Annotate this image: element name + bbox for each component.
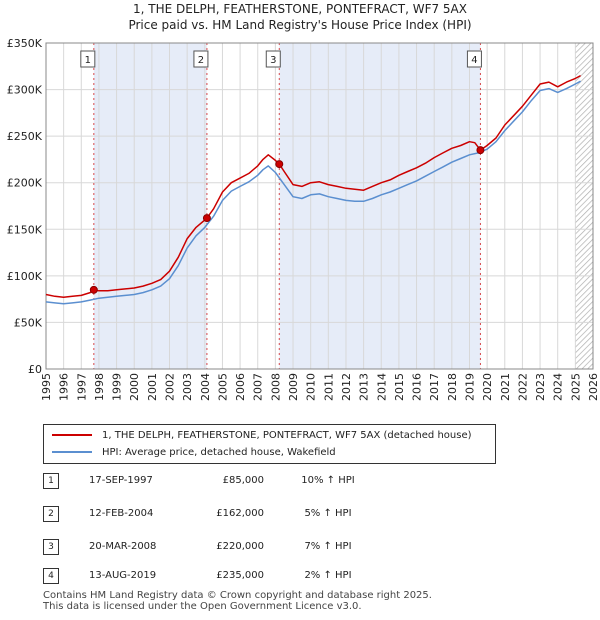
legend-item-hpi: HPI: Average price, detached house, Wake… <box>52 444 336 460</box>
transaction-date: 20-MAR-2008 <box>89 541 157 552</box>
sale-marker-box <box>193 50 209 68</box>
y-tick-label: £100K <box>7 270 43 283</box>
sale-marker-box <box>466 50 482 68</box>
legend-item-property: 1, THE DELPH, FEATHERSTONE, PONTEFRACT, … <box>52 427 472 443</box>
transaction-number: 4 <box>43 568 59 584</box>
x-tick-label: 1995 <box>40 373 53 401</box>
x-tick-label: 2003 <box>181 373 194 401</box>
table-row: 4 13-AUG-2019 £235,000 2% ↑ HPI <box>43 567 463 587</box>
y-tick-label: £200K <box>7 177 43 190</box>
transaction-number: 3 <box>43 539 59 555</box>
x-tick-label: 2010 <box>305 373 318 401</box>
shaded-period <box>279 43 481 369</box>
footer-copyright: Contains HM Land Registry data © Crown c… <box>43 590 432 601</box>
x-tick-label: 2009 <box>287 373 300 401</box>
x-tick-label: 2006 <box>234 373 247 401</box>
x-tick-label: 2018 <box>446 373 459 401</box>
table-row: 2 12-FEB-2004 £162,000 5% ↑ HPI <box>43 505 463 525</box>
x-tick-label: 1999 <box>111 373 124 401</box>
transaction-hpi-change: 10% ↑ HPI <box>301 475 355 486</box>
sale-point <box>89 285 98 294</box>
sale-marker-box <box>265 50 281 68</box>
x-tick-label: 2000 <box>128 373 141 401</box>
transaction-price: £162,000 <box>216 508 264 519</box>
x-tick-label: 2005 <box>216 373 229 401</box>
sale-marker-box <box>80 50 96 68</box>
legend-label-hpi: HPI: Average price, detached house, Wake… <box>102 446 336 458</box>
x-tick-label: 2019 <box>463 373 476 401</box>
x-tick-label: 2023 <box>534 373 547 401</box>
price-chart: 1, THE DELPH, FEATHERSTONE, PONTEFRACT, … <box>7 2 600 401</box>
legend-swatch-property <box>52 434 92 436</box>
sale-marker-label: 1 <box>85 55 91 66</box>
transaction-price: £220,000 <box>216 541 264 552</box>
hpi-line <box>45 80 581 305</box>
x-tick-label: 2012 <box>340 373 353 401</box>
x-tick-label: 2021 <box>499 373 512 401</box>
sale-point <box>275 160 284 169</box>
x-tick-label: 1998 <box>93 373 106 401</box>
chart-subtitle: Price paid vs. HM Land Registry's House … <box>128 18 471 32</box>
x-tick-label: 1996 <box>58 373 71 401</box>
transaction-number: 1 <box>43 473 59 489</box>
forecast-region <box>575 43 593 369</box>
y-tick-label: £0 <box>28 363 42 376</box>
x-tick-label: 2001 <box>146 373 159 401</box>
transaction-date: 13-AUG-2019 <box>89 570 157 581</box>
x-tick-label: 2002 <box>164 373 177 401</box>
table-row: 1 17-SEP-1997 £85,000 10% ↑ HPI <box>43 472 463 492</box>
transaction-hpi-change: 2% ↑ HPI <box>304 570 352 581</box>
footer-licence: This data is licensed under the Open Gov… <box>43 601 362 612</box>
x-tick-label: 2015 <box>393 373 406 401</box>
x-tick-label: 1997 <box>75 373 88 401</box>
y-tick-label: £250K <box>7 130 43 143</box>
footer: Contains HM Land Registry data © Crown c… <box>43 590 432 612</box>
y-tick-label: £150K <box>7 223 43 236</box>
sale-point <box>476 146 485 155</box>
x-tick-label: 2007 <box>252 373 265 401</box>
y-tick-label: £300K <box>7 84 43 97</box>
chart-legend: 1, THE DELPH, FEATHERSTONE, PONTEFRACT, … <box>43 424 496 464</box>
transaction-price: £235,000 <box>216 570 264 581</box>
plot-frame <box>45 42 594 370</box>
transaction-price: £85,000 <box>222 475 264 486</box>
transaction-date: 12-FEB-2004 <box>89 508 154 519</box>
property-price-line <box>45 74 581 299</box>
x-tick-label: 2008 <box>269 373 282 401</box>
x-tick-label: 2016 <box>411 373 424 401</box>
x-tick-label: 2011 <box>322 373 335 401</box>
x-tick-label: 2026 <box>587 373 600 401</box>
chart-title: 1, THE DELPH, FEATHERSTONE, PONTEFRACT, … <box>133 2 467 16</box>
x-tick-label: 2020 <box>481 373 494 401</box>
shaded-period <box>93 43 207 369</box>
y-tick-label: £50K <box>14 316 43 329</box>
x-tick-label: 2013 <box>358 373 371 401</box>
x-tick-label: 2025 <box>569 373 582 401</box>
x-tick-label: 2024 <box>552 373 565 401</box>
legend-label-property: 1, THE DELPH, FEATHERSTONE, PONTEFRACT, … <box>102 429 472 441</box>
sale-point <box>202 214 211 223</box>
transaction-number: 2 <box>43 506 59 522</box>
x-tick-label: 2004 <box>199 373 212 401</box>
sale-marker-label: 4 <box>471 55 477 66</box>
transaction-hpi-change: 5% ↑ HPI <box>304 508 352 519</box>
table-row: 3 20-MAR-2008 £220,000 7% ↑ HPI <box>43 538 463 558</box>
x-tick-label: 2017 <box>428 373 441 401</box>
x-tick-label: 2022 <box>516 373 529 401</box>
transaction-hpi-change: 7% ↑ HPI <box>304 541 352 552</box>
sale-marker-label: 2 <box>198 55 204 66</box>
transaction-date: 17-SEP-1997 <box>89 475 153 486</box>
legend-swatch-hpi <box>52 451 92 453</box>
sale-marker-label: 3 <box>270 55 276 66</box>
x-tick-label: 2014 <box>375 373 388 401</box>
y-tick-label: £350K <box>7 37 43 50</box>
